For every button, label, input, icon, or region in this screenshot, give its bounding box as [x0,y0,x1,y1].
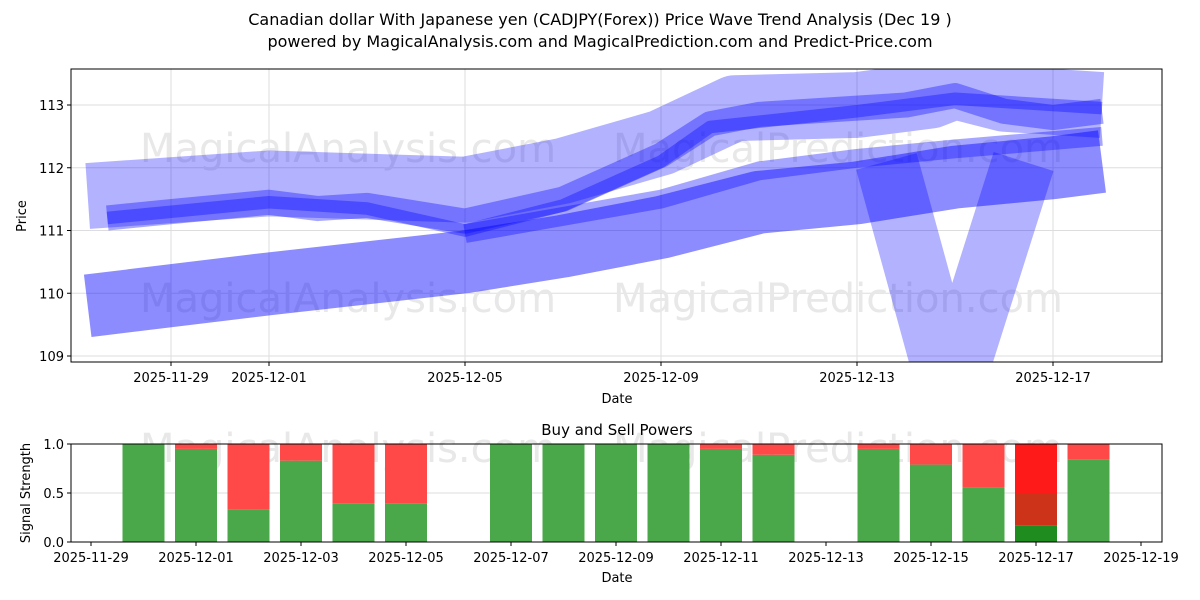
y-tick-label: 109 [39,350,64,365]
x-tick-label: 2025-12-05 [427,371,503,386]
sell-bar [332,444,375,504]
buy-bar [490,444,532,542]
buy-bar [122,444,165,542]
x-tick-label: 2025-12-13 [788,551,864,566]
x-tick-label: 2025-12-17 [998,551,1074,566]
bands-group [83,69,1106,362]
bar-segment [1015,444,1057,493]
watermark: MagicalAnalysis.com [140,126,556,172]
sell-bar [280,444,322,461]
buy-bar [542,444,585,542]
upper-trend-band [85,69,1105,229]
y-axis-label: Price [15,200,30,232]
buy-bar [857,448,900,542]
x-tick-label: 2025-12-19 [1103,551,1179,566]
buy-bar [1067,459,1110,542]
x-tick-label: 2025-12-03 [263,551,339,566]
bar-segment [1015,493,1057,526]
x-tick-label: 2025-12-05 [368,551,444,566]
y-axis-label: Signal Strength [19,443,34,543]
sell-bar [385,444,427,504]
watermark: MagicalPrediction.com [613,126,1063,172]
plot-frame [70,68,1163,363]
buy-bar [595,444,637,542]
sell-bar [700,444,742,449]
x-axis-label: Date [601,392,632,407]
watermark: MagicalAnalysis.com [140,276,556,322]
watermark: MagicalPrediction.com [613,276,1063,322]
buy-bar [332,503,375,542]
lower-trend-band [83,130,1106,337]
x-tick-label: 2025-12-09 [578,551,654,566]
y-tick-label: 111 [39,225,64,240]
buy-bar [962,487,1005,542]
bar-segment [1015,525,1057,542]
y-tick-label: 113 [39,99,64,114]
x-tick-label: 2025-12-01 [158,551,234,566]
chart-subtitle: powered by MagicalAnalysis.com and Magic… [267,32,933,51]
buy-bar [280,460,322,542]
subplot-title: Buy and Sell Powers [541,421,693,439]
x-tick-label: 2025-11-29 [133,371,209,386]
x-tick-label: 2025-11-29 [53,551,129,566]
x-tick-label: 2025-12-09 [623,371,699,386]
buy-bar [647,444,690,542]
buy-bar [227,509,270,542]
y-tick-label: 0.0 [43,536,64,551]
sell-bar [857,444,900,449]
chart-title: Canadian dollar With Japanese yen (CADJP… [248,10,952,29]
sell-bar [752,444,795,455]
x-tick-label: 2025-12-11 [683,551,759,566]
x-tick-label: 2025-12-15 [893,551,969,566]
y-tick-label: 112 [39,162,64,177]
x-axis-label: Date [601,571,632,586]
buy-bar [700,448,742,542]
x-tick-label: 2025-12-13 [819,371,895,386]
price-wave-band [106,83,1104,234]
buy-bar [910,464,952,542]
sell-bar [175,444,217,449]
y-tick-label: 0.5 [43,487,64,502]
price-wave-core [106,92,1103,237]
x-tick-label: 2025-12-07 [473,551,549,566]
x-tick-label: 2025-12-01 [231,371,307,386]
sell-bar [962,444,1005,488]
sell-bar [910,444,952,465]
mid-trend-line [463,126,1103,243]
x-tick-label: 2025-12-17 [1015,371,1091,386]
sell-bar [227,444,270,510]
buy-bar [752,454,795,542]
buy-bar [385,503,427,542]
dip-band [856,152,1054,362]
y-tick-label: 1.0 [43,438,64,453]
buy-bar [175,448,217,542]
y-tick-label: 110 [39,287,64,302]
sell-bar [1067,444,1110,460]
